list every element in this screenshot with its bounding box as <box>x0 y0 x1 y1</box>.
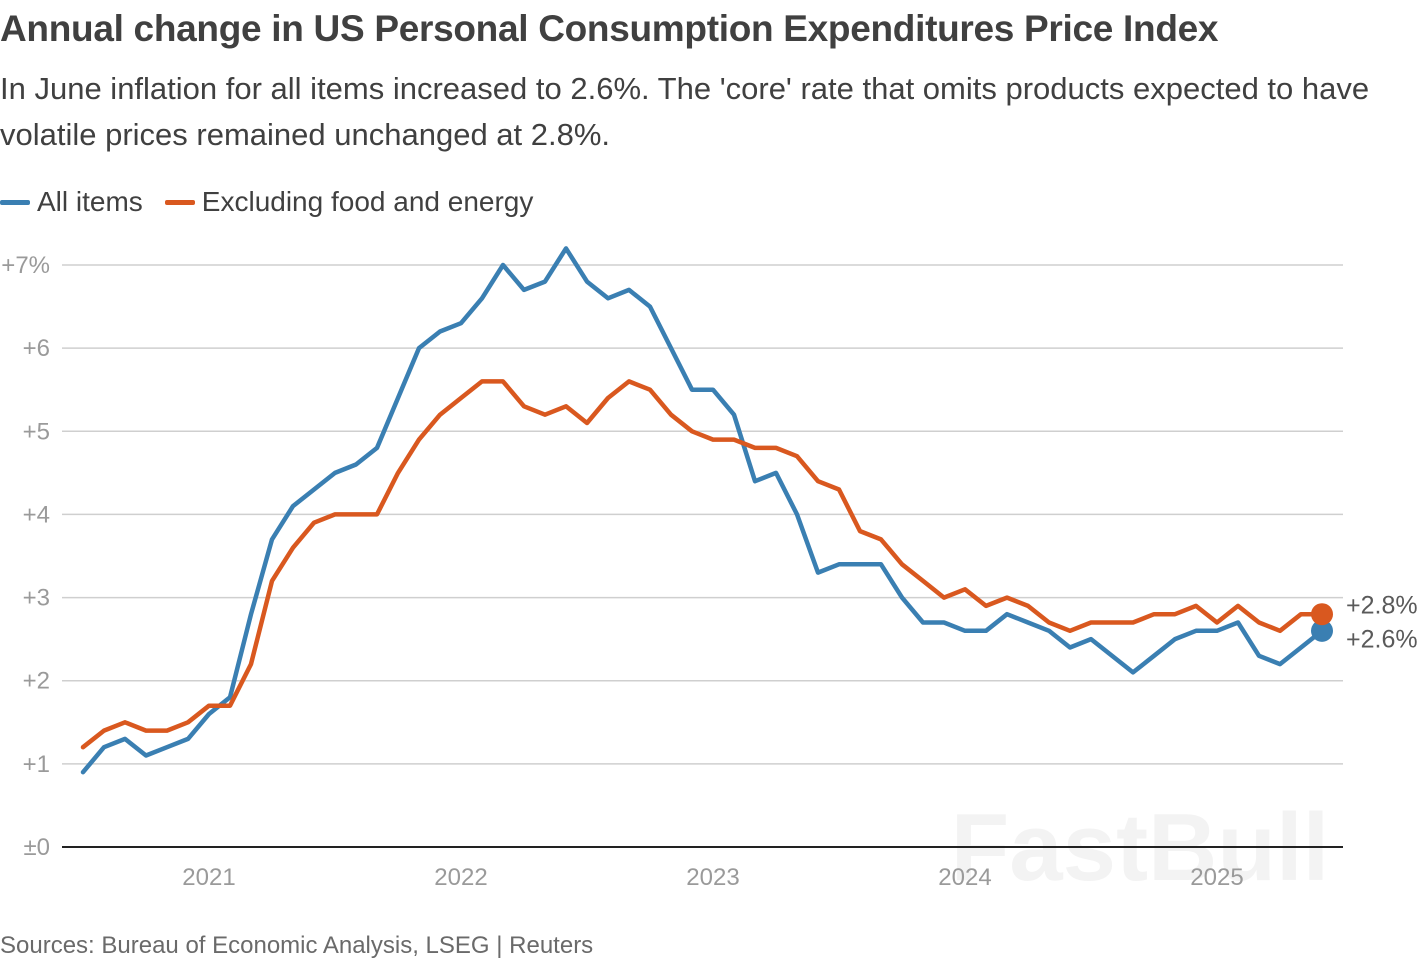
y-tick-label: +4 <box>23 501 50 528</box>
y-tick-label: +5 <box>23 418 50 445</box>
y-tick-label: +7% <box>1 252 50 279</box>
end-label-core: +2.8% <box>1346 592 1418 620</box>
legend-label-all-items: All items <box>37 186 143 217</box>
legend-label-core: Excluding food and energy <box>201 186 534 217</box>
x-tick-label: 2024 <box>938 864 991 891</box>
chart-subtitle: In June inflation for all items increase… <box>0 71 1370 152</box>
chart-legend: All items Excluding food and energy <box>0 186 555 218</box>
x-tick-label: 2023 <box>686 864 739 891</box>
y-tick-label: +2 <box>23 668 50 695</box>
end-markers: +2.8% +2.6% <box>1311 592 1418 654</box>
y-tick-label: ±0 <box>23 834 50 861</box>
series-line-all-items <box>80 246 1325 775</box>
y-axis-labels: +7% +6 +5 +4 +3 +2 +1 ±0 <box>1 252 50 861</box>
end-marker-all-items <box>1311 619 1333 642</box>
end-label-all-items: +2.6% <box>1346 626 1418 654</box>
x-tick-label: 2022 <box>434 864 487 891</box>
source-note: Sources: Bureau of Economic Analysis, LS… <box>0 932 594 959</box>
end-marker-core <box>1311 603 1333 626</box>
series-line-core <box>80 379 1325 750</box>
legend-item-core: Excluding food and energy <box>164 186 534 218</box>
legend-swatch-all-items <box>0 199 30 205</box>
y-tick-label: +1 <box>23 751 50 778</box>
line-chart: FastBull +7%+6+5+4+3+2+1±0 2021 2022 2023 2… <box>1 246 1418 900</box>
gridlines <box>62 264 1343 848</box>
y-tick-label: +3 <box>23 585 50 612</box>
y-tick-label: +6 <box>23 335 50 362</box>
x-tick-label: 2021 <box>182 864 235 891</box>
x-axis-labels: 2021 2022 2023 2024 2025 <box>182 864 1243 891</box>
series-lines <box>80 246 1325 775</box>
x-tick-label: 2025 <box>1190 864 1243 891</box>
legend-swatch-core <box>164 199 195 205</box>
legend-item-all-items: All items <box>0 186 143 218</box>
chart-title: Annual change in US Personal Consumption… <box>0 8 1219 49</box>
